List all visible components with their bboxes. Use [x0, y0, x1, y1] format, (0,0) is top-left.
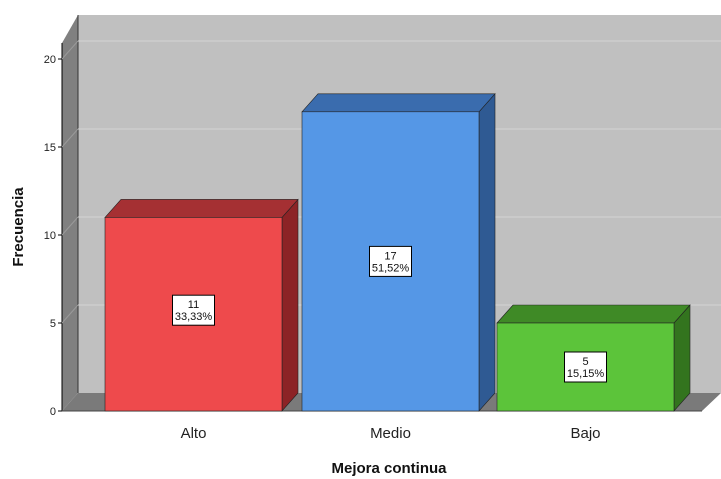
y-axis-title: Frecuencia — [10, 187, 27, 267]
left-wall — [62, 15, 78, 411]
gridline-wall — [61, 128, 79, 148]
bar-top-alto — [104, 199, 299, 218]
bar-side-alto — [281, 198, 299, 412]
bar-side-bajo — [673, 304, 691, 412]
x-category-label-medio: Medio — [370, 425, 411, 442]
bars — [104, 93, 691, 412]
data-label-box-bajo — [564, 351, 607, 383]
y-tick-label: 10 — [44, 230, 56, 242]
y-tick-label: 0 — [50, 406, 56, 418]
bar-top-medio — [301, 93, 496, 113]
gridline-wall — [61, 304, 79, 324]
data-label-box-medio — [369, 245, 412, 277]
data-label-box-alto — [172, 294, 215, 326]
data-label-count-medio: 17 — [384, 250, 396, 262]
x-axis-title: Mejora continua — [331, 460, 447, 477]
data-label-percent-bajo: 15,15% — [567, 368, 605, 380]
data-label-count-alto: 11 — [188, 299, 199, 311]
gridline-wall — [61, 216, 79, 236]
bar-top-bajo — [496, 304, 691, 324]
y-tick-label: 20 — [44, 54, 56, 66]
data-label-percent-alto: 33,33% — [175, 311, 213, 323]
x-category-label-alto: Alto — [181, 425, 207, 442]
x-category-label-bajo: Bajo — [570, 425, 600, 442]
bar-side-medio — [478, 93, 496, 412]
data-label-percent-medio: 51,52% — [372, 262, 410, 274]
x-axis-categories: Alto Medio Bajo — [181, 425, 601, 442]
y-axis-ticks: 0 5 10 15 20 — [44, 54, 62, 418]
y-tick-label: 5 — [50, 318, 56, 330]
data-label-count-bajo: 5 — [582, 356, 588, 368]
y-tick-label: 15 — [44, 142, 56, 154]
gridline-wall — [61, 40, 79, 60]
